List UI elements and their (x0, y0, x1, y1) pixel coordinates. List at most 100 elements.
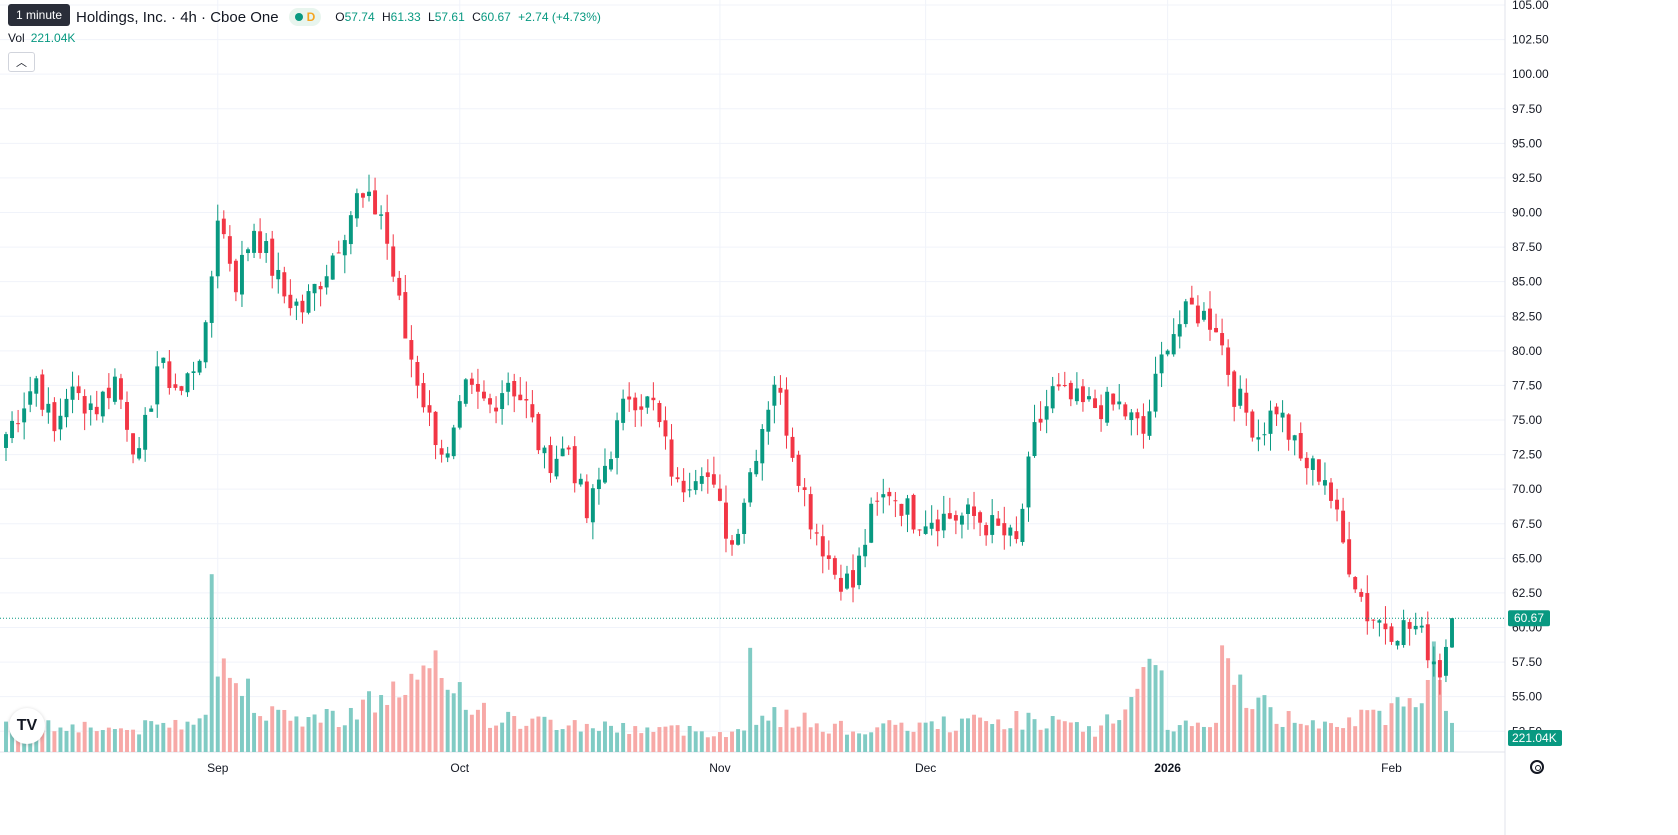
symbol-title[interactable]: Holdings, Inc. · 4h · Cboe One (76, 8, 279, 26)
candle-body (603, 465, 607, 483)
volume-bar (125, 730, 129, 752)
volume-bar (306, 717, 311, 752)
candle-body (246, 249, 250, 254)
open-label: O (335, 10, 345, 24)
volume-bar (1371, 709, 1376, 752)
candle-body (1123, 404, 1128, 417)
price-tick-label: 92.50 (1512, 171, 1542, 185)
candle-body (131, 433, 136, 455)
candle-body (584, 481, 589, 519)
volume-bar (869, 732, 874, 752)
volume-bar (1316, 728, 1321, 752)
volume-bar (941, 716, 946, 752)
candle-body (433, 411, 438, 446)
candle-body (1093, 398, 1098, 408)
candle-body (1419, 625, 1424, 628)
candle-body (627, 396, 632, 400)
volume-bar (1044, 728, 1049, 752)
volume-bar (978, 717, 983, 752)
candle-body (905, 498, 910, 515)
volume-bar (500, 722, 505, 752)
price-tick-label: 72.50 (1512, 448, 1542, 462)
volume-bar (288, 720, 293, 752)
volume-bar (197, 718, 202, 752)
market-status[interactable]: D (288, 8, 322, 26)
candle-body (70, 386, 75, 400)
candle-body (227, 236, 232, 264)
candle-body (312, 283, 317, 294)
candle-body (1044, 406, 1049, 420)
volume-bar (645, 727, 650, 752)
tradingview-logo-icon[interactable]: TV (9, 708, 45, 744)
volume-bar (1165, 729, 1170, 752)
candle-body (161, 357, 166, 363)
volume-bar (972, 714, 976, 752)
volume-bar (403, 694, 408, 752)
collapse-legend-button[interactable]: ︿ (8, 52, 35, 72)
price-tick-label: 95.00 (1512, 136, 1542, 150)
volume-bar (445, 689, 450, 752)
volume-bar (1425, 679, 1430, 752)
candle-body (1208, 308, 1212, 330)
high-value: 61.33 (390, 10, 421, 24)
volume-bar (88, 727, 93, 752)
volume-bar (899, 722, 904, 752)
candle-body (143, 414, 148, 450)
volume-bar (542, 716, 547, 752)
candle-body (106, 387, 111, 399)
price-tick-label: 55.00 (1512, 690, 1542, 704)
volume-bar (1087, 726, 1091, 752)
volume-bar (1201, 726, 1206, 752)
volume-bar (149, 721, 154, 752)
volume-bar (1008, 728, 1013, 752)
volume-bar (802, 712, 807, 752)
volume-bar (1292, 722, 1297, 752)
candle-body (566, 447, 571, 450)
volume-bar (1443, 710, 1448, 752)
volume-bar (657, 727, 662, 752)
candle-body (373, 190, 378, 215)
volume-bar (1310, 720, 1315, 752)
candle-body (887, 491, 892, 497)
volume-bar (1298, 723, 1303, 752)
candle-body (22, 408, 27, 423)
candle-body (149, 408, 154, 412)
volume-bar (82, 721, 87, 752)
candle-body (1214, 327, 1219, 333)
volume-bar (1268, 707, 1273, 752)
volume-bar (318, 722, 323, 752)
volume-bar (584, 723, 589, 752)
candle-body (1298, 433, 1303, 459)
candle-body (736, 533, 741, 545)
volume-bar (530, 718, 535, 752)
close-value: 60.67 (480, 10, 511, 24)
volume-legend: Vol 221.04K (8, 31, 75, 45)
volume-bar (4, 721, 8, 752)
volume-bar (959, 718, 964, 752)
candle-body (578, 478, 583, 485)
candle-body (215, 220, 220, 277)
candle-body (802, 487, 807, 491)
volume-bar (814, 723, 819, 752)
candle-body (354, 193, 359, 219)
volume-bar (808, 727, 813, 752)
candle-body (185, 373, 190, 393)
candle-body (397, 277, 402, 296)
candle-body (330, 255, 335, 280)
candle-body (748, 472, 753, 503)
candle-body (796, 454, 801, 486)
volume-bar (711, 736, 716, 752)
volume-label-bg (1508, 730, 1562, 746)
grid-lines (0, 0, 1506, 835)
volume-bar (457, 682, 462, 752)
candle-body (191, 371, 196, 373)
price-tick-label: 67.50 (1512, 517, 1542, 531)
candle-body (1389, 626, 1394, 642)
settings-gear-icon[interactable] (1530, 760, 1544, 774)
price-axis: 52.5055.0057.5060.0062.5065.0067.5070.00… (1512, 0, 1549, 738)
volume-bar (1341, 728, 1346, 752)
volume-bar (1147, 658, 1152, 752)
volume-bar (1395, 697, 1400, 752)
volume-bar (947, 732, 952, 752)
